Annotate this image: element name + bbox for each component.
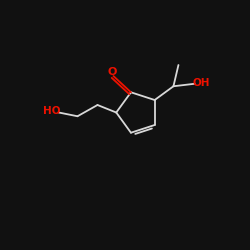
Text: O: O	[108, 66, 117, 76]
Text: OH: OH	[193, 78, 210, 88]
Text: HO: HO	[42, 106, 60, 116]
